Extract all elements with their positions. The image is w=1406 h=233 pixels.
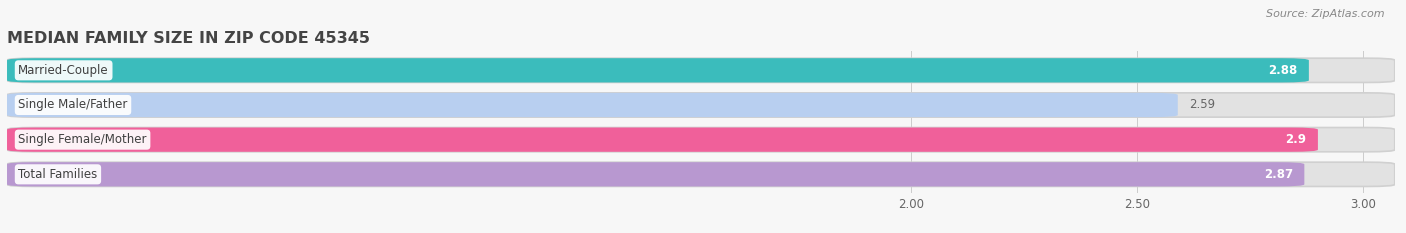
Text: Single Male/Father: Single Male/Father <box>18 99 128 112</box>
FancyBboxPatch shape <box>7 162 1395 186</box>
FancyBboxPatch shape <box>7 93 1178 117</box>
Text: Source: ZipAtlas.com: Source: ZipAtlas.com <box>1267 9 1385 19</box>
FancyBboxPatch shape <box>7 127 1395 152</box>
Text: 2.59: 2.59 <box>1189 99 1215 112</box>
Text: Married-Couple: Married-Couple <box>18 64 108 77</box>
FancyBboxPatch shape <box>7 58 1309 82</box>
FancyBboxPatch shape <box>7 127 1317 152</box>
FancyBboxPatch shape <box>7 162 1305 186</box>
Text: Single Female/Mother: Single Female/Mother <box>18 133 146 146</box>
Text: 2.9: 2.9 <box>1285 133 1306 146</box>
FancyBboxPatch shape <box>7 93 1395 117</box>
Text: Total Families: Total Families <box>18 168 97 181</box>
Text: MEDIAN FAMILY SIZE IN ZIP CODE 45345: MEDIAN FAMILY SIZE IN ZIP CODE 45345 <box>7 31 370 46</box>
FancyBboxPatch shape <box>7 58 1395 82</box>
Text: 2.87: 2.87 <box>1264 168 1294 181</box>
Text: 2.88: 2.88 <box>1268 64 1298 77</box>
